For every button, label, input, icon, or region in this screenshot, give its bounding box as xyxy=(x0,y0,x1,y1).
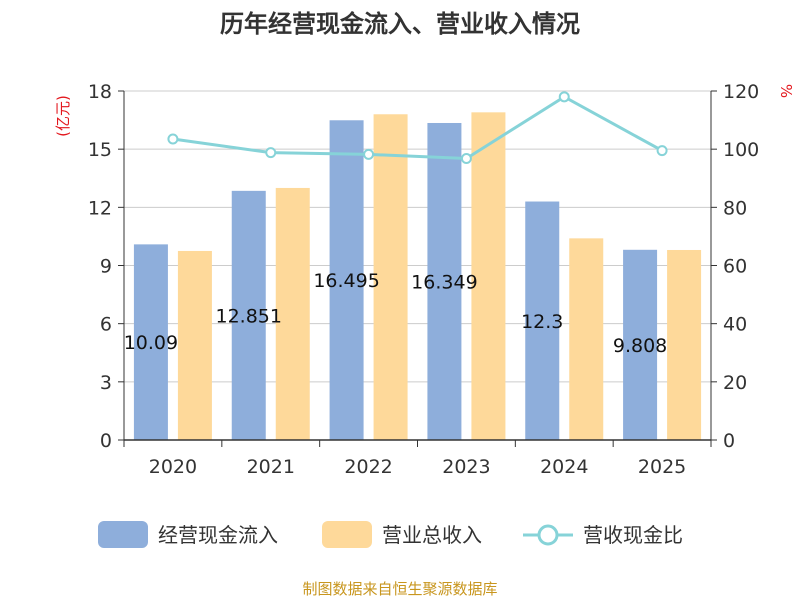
x-tick-label: 2025 xyxy=(638,456,686,478)
legend: 经营现金流入 营业总收入 营收现金比 xyxy=(98,521,683,548)
ratio-line xyxy=(167,91,668,164)
legend-swatch-cash-inflow xyxy=(98,521,148,548)
chart-title: 历年经营现金流入、营业收入情况 xyxy=(220,10,580,38)
bar-revenue xyxy=(275,187,310,440)
legend-swatch-revenue xyxy=(322,521,372,548)
bar-cash-inflow xyxy=(329,120,364,440)
bar-cash-inflow xyxy=(231,190,266,440)
data-label-cash-inflow: 9.808 xyxy=(613,335,667,357)
bar-cash-inflow xyxy=(623,249,658,440)
legend-marker-ratio xyxy=(537,524,559,546)
source-note: 制图数据来自恒生聚源数据库 xyxy=(302,580,497,598)
legend-label-revenue: 营业总收入 xyxy=(382,523,482,547)
right-tick-label: 40 xyxy=(723,314,747,336)
ratio-point xyxy=(167,133,179,145)
bar-revenue xyxy=(569,238,604,440)
bar-revenue xyxy=(667,249,702,440)
right-axis-unit: % xyxy=(777,84,795,98)
data-labels: 10.09 12.851 16.495 16.349 12.3 9.808 xyxy=(124,270,668,357)
bar-cash-inflow xyxy=(133,244,168,440)
ratio-point xyxy=(265,147,277,159)
x-tick-label: 2022 xyxy=(344,456,392,478)
bars xyxy=(133,112,702,441)
data-label-cash-inflow: 12.851 xyxy=(216,305,282,327)
bar-revenue xyxy=(471,112,506,441)
ratio-point xyxy=(656,145,668,157)
right-tick-label: 100 xyxy=(723,139,759,161)
ratio-point xyxy=(460,152,472,164)
bar-revenue xyxy=(373,114,408,441)
left-tick-label: 12 xyxy=(88,197,112,219)
data-label-cash-inflow: 16.495 xyxy=(313,270,379,292)
right-tick-label: 0 xyxy=(723,430,735,452)
left-tick-label: 9 xyxy=(100,256,112,278)
x-tick-label: 2024 xyxy=(540,456,588,478)
axes: 0 3 6 9 12 15 18 0 20 40 60 80 100 120 2020 2021 2022 202… xyxy=(88,81,759,478)
data-label-cash-inflow: 16.349 xyxy=(411,271,477,293)
data-label-cash-inflow: 12.3 xyxy=(521,311,563,333)
left-tick-label: 0 xyxy=(100,430,112,452)
ratio-polyline xyxy=(172,95,663,160)
gridlines xyxy=(124,90,711,441)
legend-label-ratio: 营收现金比 xyxy=(583,523,683,547)
left-tick-label: 15 xyxy=(88,139,112,161)
left-tick-label: 3 xyxy=(100,372,112,394)
right-tick-label: 20 xyxy=(723,372,747,394)
ratio-point xyxy=(363,148,375,160)
right-tick-label: 120 xyxy=(723,81,759,103)
legend-label-cash-inflow: 经营现金流入 xyxy=(158,523,278,547)
x-tick-label: 2023 xyxy=(442,456,490,478)
bar-cash-inflow xyxy=(525,201,560,440)
bar-revenue xyxy=(177,250,212,440)
right-tick-label: 60 xyxy=(723,256,747,278)
data-label-cash-inflow: 10.09 xyxy=(124,332,178,354)
right-tick-label: 80 xyxy=(723,197,747,219)
x-tick-label: 2020 xyxy=(149,456,197,478)
x-tick-label: 2021 xyxy=(247,456,295,478)
ratio-point xyxy=(558,91,570,103)
left-axis-unit: (亿元) xyxy=(54,95,72,137)
left-tick-label: 6 xyxy=(100,314,112,336)
left-tick-label: 18 xyxy=(88,81,112,103)
bar-cash-inflow xyxy=(427,122,462,440)
